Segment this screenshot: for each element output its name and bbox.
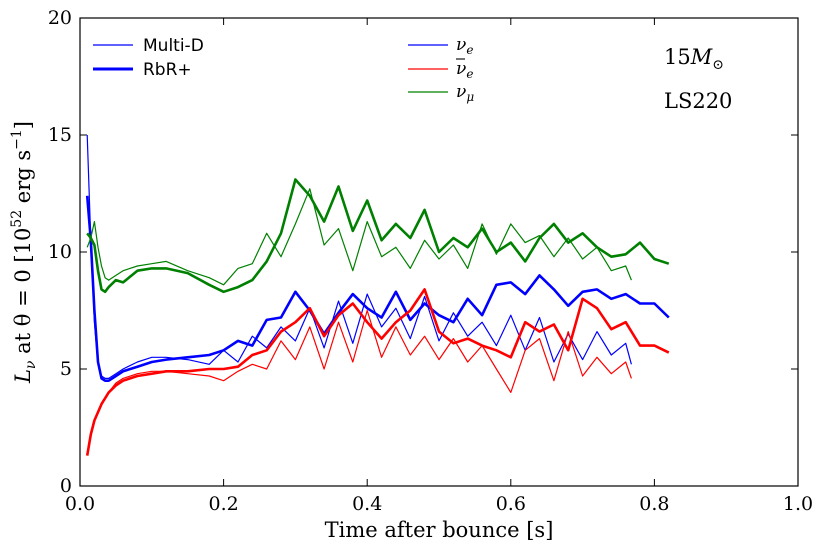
x-tick-label: 0.0 bbox=[65, 493, 95, 515]
legend-nue-symbol: ν bbox=[456, 35, 466, 55]
x-tick-label: 0.8 bbox=[639, 493, 669, 515]
legend-label-rbr: RbR+ bbox=[143, 60, 192, 80]
y-tick-label: 15 bbox=[48, 124, 72, 146]
legend-species: νe νe νμ bbox=[408, 35, 474, 104]
series-nu-mu-multid bbox=[86, 188, 632, 286]
x-tick-label: 0.6 bbox=[496, 493, 526, 515]
legend-label-nue: νe bbox=[456, 35, 473, 57]
series-nu-e-bar-rbr bbox=[85, 288, 670, 456]
series-nu-e-bar-multid bbox=[86, 309, 632, 454]
axis-ticks: 0.0 0.2 0.4 0.6 0.8 1.0 0 5 10 15 20 bbox=[48, 7, 813, 515]
y-axis-title-exp: 52 bbox=[9, 210, 25, 228]
legend-nuebar-symbol: ν bbox=[456, 59, 466, 79]
series-layer bbox=[85, 134, 670, 456]
y-axis-title: Lν at θ = 0 [1052 erg s−1] bbox=[9, 121, 39, 384]
legend-nue-sub: e bbox=[466, 43, 473, 57]
y-axis-title-unit-exp: −1 bbox=[9, 129, 25, 150]
x-tick-label: 0.2 bbox=[208, 493, 238, 515]
mass-symbol: M bbox=[690, 45, 713, 69]
y-axis-title-mid: at θ = 0 [10 bbox=[11, 228, 35, 361]
y-axis-title-close: ] bbox=[11, 121, 35, 129]
mass-annotation: 15M⊙ bbox=[664, 45, 724, 73]
legend-label-numu: νμ bbox=[456, 82, 474, 104]
y-tick-label: 10 bbox=[48, 241, 72, 263]
y-axis-title-unit: erg s bbox=[11, 150, 35, 210]
series-nu-e-rbr bbox=[85, 195, 670, 383]
legend-label-nuebar: νe bbox=[456, 59, 473, 81]
legend-label-multid: Multi-D bbox=[143, 36, 204, 56]
legend-numu-sub: μ bbox=[466, 90, 474, 104]
y-tick-label: 20 bbox=[48, 7, 72, 29]
mass-value: 15 bbox=[664, 45, 691, 69]
series-nu-e-multid bbox=[86, 134, 632, 379]
y-tick-label: 0 bbox=[60, 475, 72, 497]
legend-numu-symbol: ν bbox=[456, 82, 466, 102]
x-tick-label: 1.0 bbox=[783, 493, 813, 515]
x-tick-label: 0.4 bbox=[352, 493, 382, 515]
y-axis-title-sub: ν bbox=[23, 360, 39, 369]
legend-nuebar-sub: e bbox=[466, 67, 473, 81]
x-axis-title: Time after bounce [s] bbox=[325, 518, 554, 542]
eos-annotation: LS220 bbox=[664, 89, 732, 113]
y-axis-title-symbol: L bbox=[11, 369, 35, 384]
legend-style: Multi-D RbR+ bbox=[93, 36, 204, 80]
mass-sun-symbol: ⊙ bbox=[712, 57, 724, 73]
series-nu-mu-rbr bbox=[86, 178, 670, 294]
y-tick-label: 5 bbox=[60, 358, 72, 380]
